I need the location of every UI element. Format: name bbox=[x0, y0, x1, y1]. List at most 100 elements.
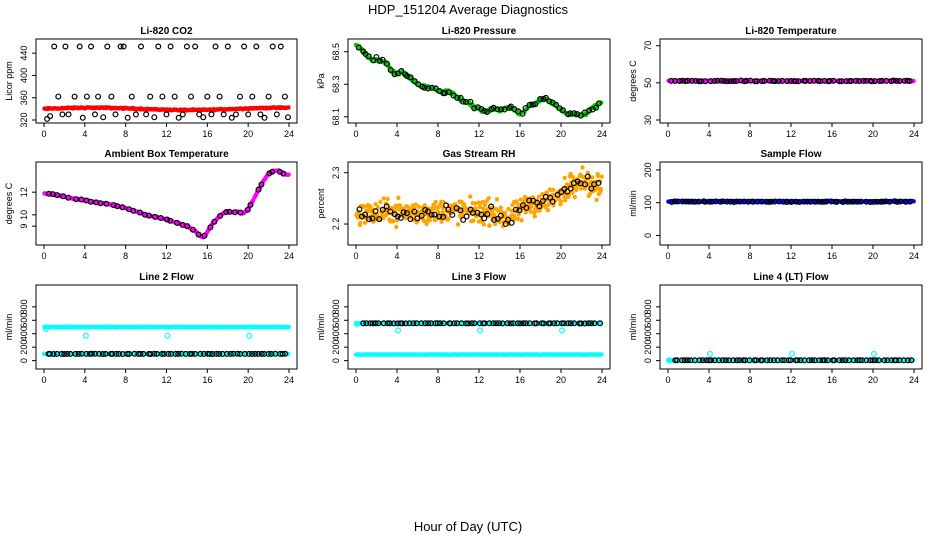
data-point bbox=[96, 350, 103, 357]
data-point bbox=[237, 93, 244, 100]
data-point bbox=[83, 93, 90, 100]
data-point bbox=[814, 198, 821, 205]
data-point bbox=[893, 357, 900, 364]
data-point bbox=[668, 77, 675, 84]
data-point bbox=[508, 219, 515, 226]
data-point bbox=[164, 332, 171, 339]
data-point bbox=[477, 327, 484, 334]
data-point bbox=[161, 350, 168, 357]
data-point bbox=[223, 350, 230, 357]
y-tick-label: 30 bbox=[643, 115, 653, 125]
data-point bbox=[821, 357, 828, 364]
x-tick-label: 24 bbox=[597, 129, 607, 139]
data-point bbox=[269, 43, 276, 50]
y-tick-label: 360 bbox=[19, 90, 29, 105]
y-tick-label: 0 bbox=[643, 233, 653, 238]
x-tick-label: 0 bbox=[41, 251, 46, 261]
data-point bbox=[152, 213, 159, 220]
data-point bbox=[387, 66, 394, 73]
data-point bbox=[216, 93, 223, 100]
data-point bbox=[143, 111, 150, 118]
data-point bbox=[255, 186, 262, 193]
y-axis-label: ml/min bbox=[316, 314, 326, 341]
data-point bbox=[212, 43, 219, 50]
data-point bbox=[142, 211, 149, 218]
data-point bbox=[370, 57, 377, 64]
data-point bbox=[83, 350, 90, 357]
data-point bbox=[445, 206, 452, 213]
data-point bbox=[714, 77, 721, 84]
data-point bbox=[678, 357, 685, 364]
data-point bbox=[545, 207, 551, 213]
data-point bbox=[688, 77, 695, 84]
data-point bbox=[87, 43, 94, 50]
panel-li-820-pressure: Li-820 Pressure kPa 0 4 8 12 16 20 24 68.1 68.3 68.… bbox=[316, 26, 611, 139]
data-point bbox=[217, 212, 224, 219]
data-point bbox=[175, 114, 182, 121]
data-point bbox=[249, 93, 256, 100]
data-point bbox=[425, 208, 432, 215]
plot-area bbox=[666, 77, 916, 85]
data-point bbox=[468, 194, 473, 199]
data-point bbox=[533, 320, 540, 327]
panel-title: Gas Stream RH bbox=[443, 149, 516, 160]
data-point bbox=[431, 211, 438, 218]
data-point bbox=[539, 198, 546, 205]
data-point bbox=[436, 213, 443, 220]
data-point bbox=[354, 321, 361, 328]
data-point bbox=[246, 332, 253, 339]
data-point bbox=[498, 205, 503, 210]
data-point bbox=[692, 77, 699, 84]
y-tick-label: 320 bbox=[19, 112, 29, 127]
data-point bbox=[427, 218, 432, 223]
panel-title: Line 4 (LT) Flow bbox=[753, 272, 829, 283]
data-point bbox=[706, 350, 713, 357]
data-point bbox=[595, 179, 602, 186]
data-point bbox=[550, 320, 557, 327]
x-tick-label: 16 bbox=[827, 129, 837, 139]
x-tick-label: 12 bbox=[161, 129, 171, 139]
data-point bbox=[285, 114, 292, 121]
data-point bbox=[702, 198, 709, 205]
series-box-hourly bbox=[45, 168, 287, 239]
data-point bbox=[493, 320, 500, 327]
data-point bbox=[460, 216, 467, 223]
data-point bbox=[114, 203, 121, 210]
data-point bbox=[696, 78, 703, 85]
data-point bbox=[819, 357, 826, 364]
data-point bbox=[679, 77, 686, 84]
data-point bbox=[473, 206, 478, 211]
x-tick-label: 4 bbox=[706, 375, 711, 385]
data-point bbox=[491, 216, 498, 223]
data-point bbox=[358, 220, 363, 226]
data-point bbox=[175, 350, 182, 357]
data-point bbox=[507, 320, 514, 327]
data-point bbox=[425, 320, 432, 327]
data-point bbox=[418, 212, 425, 219]
data-point bbox=[226, 208, 233, 215]
data-point bbox=[743, 77, 750, 84]
data-point bbox=[50, 351, 57, 358]
data-point bbox=[785, 357, 792, 364]
plot-area bbox=[665, 350, 916, 364]
x-tick-label: 20 bbox=[556, 251, 566, 261]
data-point bbox=[836, 357, 843, 364]
data-point bbox=[882, 198, 889, 205]
y-axis-label: ml/min bbox=[628, 190, 638, 217]
series-line4-hourly bbox=[672, 357, 915, 364]
x-tick-label: 24 bbox=[284, 251, 294, 261]
x-tick-label: 20 bbox=[243, 251, 253, 261]
data-point bbox=[449, 211, 456, 218]
data-point bbox=[893, 77, 900, 84]
data-point bbox=[722, 357, 729, 364]
x-tick-label: 20 bbox=[243, 129, 253, 139]
data-point bbox=[578, 320, 585, 327]
data-point bbox=[113, 350, 120, 357]
data-point bbox=[494, 197, 500, 202]
data-point bbox=[586, 107, 593, 114]
x-tick-label: 8 bbox=[435, 129, 440, 139]
data-point bbox=[806, 77, 813, 84]
x-tick-label: 20 bbox=[868, 251, 878, 261]
data-point bbox=[518, 197, 523, 202]
data-point bbox=[884, 357, 891, 364]
